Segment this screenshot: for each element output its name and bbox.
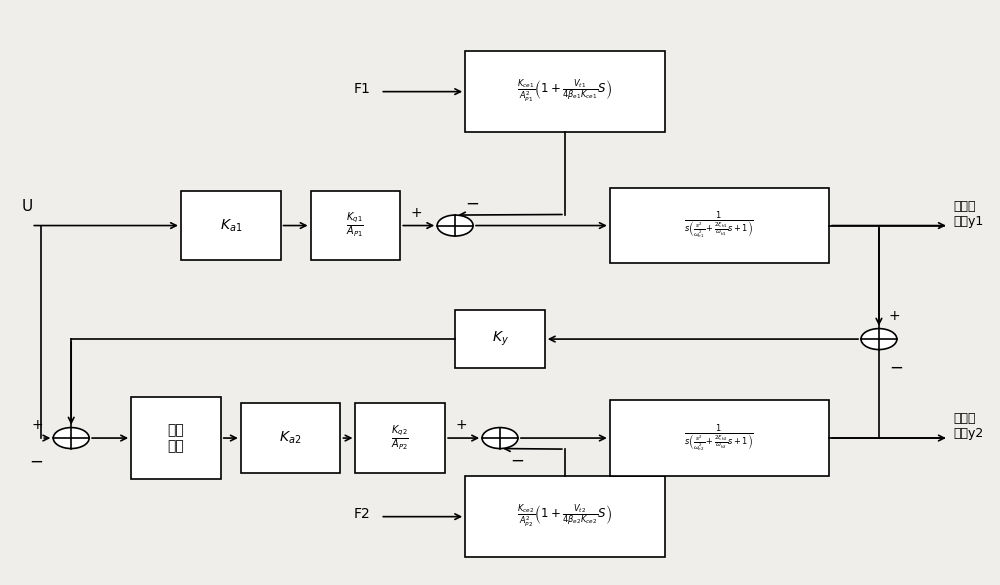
- Text: $K_y$: $K_y$: [492, 330, 508, 348]
- FancyBboxPatch shape: [131, 397, 221, 479]
- Text: $\frac{1}{s\left(\frac{s^2}{\omega_{h2}^2}+\frac{2\xi_{h2}}{\omega_{h2}}s+1\righ: $\frac{1}{s\left(\frac{s^2}{\omega_{h2}^…: [684, 422, 754, 454]
- FancyBboxPatch shape: [181, 191, 281, 260]
- FancyBboxPatch shape: [355, 403, 445, 473]
- Circle shape: [861, 329, 897, 350]
- Text: +: +: [889, 309, 901, 323]
- Text: F1: F1: [353, 82, 370, 96]
- Circle shape: [482, 428, 518, 449]
- FancyBboxPatch shape: [455, 310, 545, 368]
- Text: $K_{a2}$: $K_{a2}$: [279, 430, 302, 446]
- Text: +: +: [411, 206, 422, 220]
- Circle shape: [437, 215, 473, 236]
- Text: $\frac{K_{q2}}{A_{P2}}$: $\frac{K_{q2}}{A_{P2}}$: [391, 424, 409, 453]
- Text: −: −: [465, 194, 479, 212]
- Text: U: U: [21, 199, 33, 214]
- Text: 主动缸
位移y1: 主动缸 位移y1: [954, 200, 984, 228]
- Text: $\frac{K_{q1}}{A_{P1}}$: $\frac{K_{q1}}{A_{P1}}$: [346, 211, 364, 240]
- Text: 从动缸
位移y2: 从动缸 位移y2: [954, 412, 984, 441]
- Text: F2: F2: [354, 507, 370, 521]
- FancyBboxPatch shape: [465, 51, 665, 132]
- Text: $K_{a1}$: $K_{a1}$: [220, 218, 242, 234]
- Text: $\frac{K_{ce2}}{A_{P2}^{2}}\left(1+\frac{V_{t2}}{4\beta_{e2}K_{ce2}}S\right)$: $\frac{K_{ce2}}{A_{P2}^{2}}\left(1+\frac…: [517, 503, 612, 530]
- FancyBboxPatch shape: [610, 188, 829, 263]
- FancyBboxPatch shape: [465, 476, 665, 558]
- Text: +: +: [32, 418, 43, 432]
- Text: $\frac{1}{s\left(\frac{s^2}{\omega_{h1}^2}+\frac{2\xi_{h1}}{\omega_{h1}}s+1\righ: $\frac{1}{s\left(\frac{s^2}{\omega_{h1}^…: [684, 210, 754, 241]
- Circle shape: [53, 428, 89, 449]
- Text: −: −: [29, 453, 43, 470]
- Text: −: −: [889, 358, 903, 376]
- Text: −: −: [510, 452, 524, 469]
- FancyBboxPatch shape: [241, 403, 340, 473]
- FancyBboxPatch shape: [311, 191, 400, 260]
- Text: 控制
模块: 控制 模块: [168, 423, 184, 453]
- Text: +: +: [455, 418, 467, 432]
- FancyBboxPatch shape: [610, 400, 829, 476]
- Text: $\frac{K_{ce1}}{A_{P1}^{2}}\left(1+\frac{V_{t1}}{4\beta_{e1}K_{ce1}}S\right)$: $\frac{K_{ce1}}{A_{P1}^{2}}\left(1+\frac…: [517, 78, 612, 105]
